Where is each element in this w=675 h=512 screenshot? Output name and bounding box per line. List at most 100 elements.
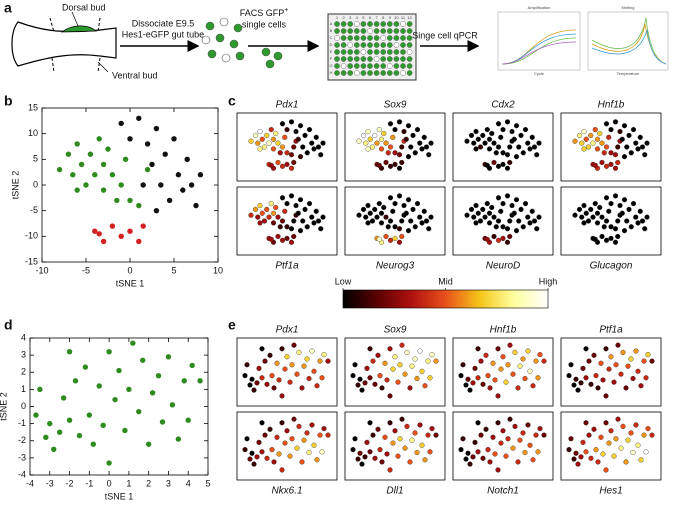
well xyxy=(334,63,340,69)
well xyxy=(393,70,400,76)
expression-point xyxy=(583,375,589,381)
expression-point xyxy=(579,214,585,220)
expression-point xyxy=(390,440,396,446)
point xyxy=(193,202,199,209)
expression-point xyxy=(511,210,517,216)
expression-point xyxy=(621,228,628,234)
well xyxy=(400,42,406,48)
expression-point xyxy=(396,152,403,158)
expression-point xyxy=(460,362,466,368)
expression-point xyxy=(402,445,408,451)
expression-point xyxy=(311,220,317,226)
well xyxy=(347,56,354,62)
expression-point xyxy=(367,420,373,426)
expression-point xyxy=(284,235,290,241)
expression-point xyxy=(306,375,312,382)
well xyxy=(406,49,413,55)
y-tick-label: -5 xyxy=(30,205,38,215)
expression-point xyxy=(257,128,263,135)
expression-point xyxy=(534,226,540,232)
expression-point xyxy=(288,239,295,245)
expression-point xyxy=(483,352,489,358)
expression-point xyxy=(463,456,469,462)
expression-point xyxy=(463,382,469,388)
expression-point xyxy=(284,354,290,360)
expression-point xyxy=(412,356,418,362)
expression-panel xyxy=(452,112,554,182)
expression-point xyxy=(517,363,523,369)
expression-point xyxy=(579,140,585,146)
expression-point xyxy=(603,195,610,201)
expression-point xyxy=(489,130,495,137)
expression-point xyxy=(405,228,412,234)
well xyxy=(386,42,393,48)
expression-point xyxy=(486,146,493,152)
expression-point xyxy=(637,208,643,214)
expression-point xyxy=(500,428,506,434)
expression-point xyxy=(385,224,391,230)
well xyxy=(400,49,406,55)
well xyxy=(353,63,360,69)
expression-point xyxy=(618,445,624,451)
expression-point xyxy=(590,214,596,220)
well xyxy=(340,35,347,41)
expression-point xyxy=(291,416,297,422)
expression-point xyxy=(355,382,361,388)
expression-point xyxy=(504,226,511,232)
well xyxy=(340,21,347,27)
expression-point xyxy=(356,138,362,144)
expression-point xyxy=(531,144,538,150)
expression-point xyxy=(504,165,511,171)
expression-panel xyxy=(560,337,662,407)
expression-point xyxy=(615,233,621,240)
expression-point xyxy=(392,161,398,167)
well xyxy=(360,35,367,41)
expression-point xyxy=(601,224,607,230)
expression-point xyxy=(277,224,283,230)
expression-point xyxy=(495,346,501,352)
well xyxy=(386,63,393,69)
well xyxy=(406,35,413,41)
gene-label: Cdx2 xyxy=(491,100,515,111)
expression-point xyxy=(392,224,398,230)
expression-point xyxy=(498,440,504,446)
expression-point xyxy=(244,436,250,442)
well xyxy=(353,49,360,55)
expression-point xyxy=(592,162,598,168)
expression-point xyxy=(405,197,412,203)
expression-point xyxy=(414,449,420,456)
point xyxy=(60,395,67,401)
expression-point xyxy=(480,455,486,461)
plate-column: 9 xyxy=(389,15,392,20)
expression-point xyxy=(480,206,486,212)
expression-point xyxy=(635,368,641,374)
expression-point xyxy=(537,352,543,358)
expression-point xyxy=(649,358,655,364)
melting-plot xyxy=(587,11,669,71)
expression-point xyxy=(581,128,587,135)
expression-point xyxy=(527,220,533,226)
expression-point xyxy=(279,393,285,399)
expression-point xyxy=(588,132,594,138)
expression-point xyxy=(405,123,412,129)
plot-title: Amplification xyxy=(528,5,551,10)
expression-point xyxy=(419,220,425,226)
expression-point xyxy=(428,214,434,220)
expression-point xyxy=(595,459,601,465)
plate-row: E xyxy=(330,49,333,54)
expression-point xyxy=(297,154,304,160)
expression-point xyxy=(612,165,619,171)
point xyxy=(140,223,146,229)
colorbar-label: High xyxy=(539,276,558,286)
expression-point xyxy=(390,208,396,214)
expression-point xyxy=(504,152,511,158)
expression-point xyxy=(375,352,381,358)
point xyxy=(118,182,124,188)
colorbar xyxy=(342,289,549,309)
expression-point xyxy=(409,363,415,369)
expression-point xyxy=(568,436,574,442)
expression-point xyxy=(404,349,410,355)
expression-point xyxy=(600,451,606,457)
expression-point xyxy=(397,362,403,368)
gene-label: Glucagon xyxy=(590,261,633,272)
